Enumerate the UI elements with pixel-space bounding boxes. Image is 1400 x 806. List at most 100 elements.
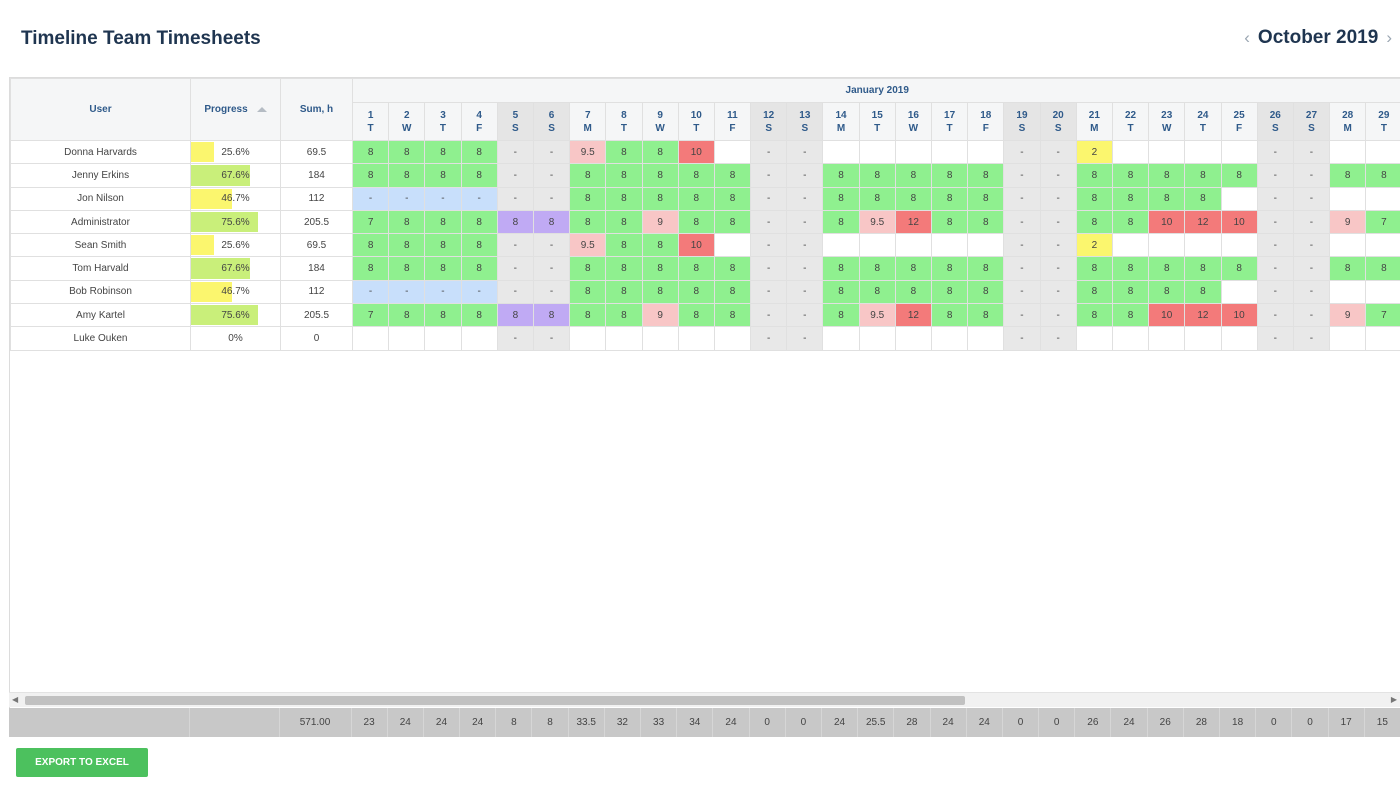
- day-hours-cell[interactable]: [713, 139, 752, 165]
- day-hours-cell[interactable]: 8: [1148, 163, 1186, 188]
- day-hours-cell[interactable]: 8: [424, 209, 462, 235]
- day-hours-cell[interactable]: 7: [351, 209, 390, 235]
- day-hours-cell[interactable]: [677, 326, 715, 351]
- day-hours-cell[interactable]: -: [750, 163, 788, 188]
- day-hours-cell[interactable]: -: [496, 139, 534, 165]
- user-name[interactable]: Administrator: [10, 209, 191, 235]
- day-hours-cell[interactable]: -: [496, 163, 534, 188]
- day-hours-cell[interactable]: 8: [641, 279, 679, 305]
- day-hours-cell[interactable]: -: [532, 326, 571, 351]
- table-row[interactable]: Jenny Erkins 67.6% 184 8 8 8 8- -8 8 8 8 8- -8 8 8 8 8- -…: [10, 163, 1400, 188]
- day-hours-cell[interactable]: 8: [822, 256, 860, 281]
- day-hours-cell[interactable]: 8: [1148, 279, 1186, 305]
- day-hours-cell[interactable]: 8: [460, 233, 498, 258]
- day-hours-cell[interactable]: [1220, 233, 1258, 258]
- day-hours-cell[interactable]: 8: [460, 209, 498, 235]
- day-hours-cell[interactable]: [1220, 186, 1258, 211]
- day-hours-cell[interactable]: 9.5: [569, 139, 607, 165]
- day-hours-cell[interactable]: 8: [858, 279, 896, 305]
- day-hours-cell[interactable]: 12: [894, 303, 933, 328]
- day-hours-cell[interactable]: 8: [1075, 186, 1113, 211]
- day-hours-cell[interactable]: 8: [1111, 163, 1150, 188]
- day-hours-cell[interactable]: 12: [894, 209, 933, 235]
- day-hours-cell[interactable]: [1329, 233, 1367, 258]
- day-hours-cell[interactable]: 8: [858, 256, 896, 281]
- scrollbar-thumb[interactable]: [25, 696, 965, 705]
- day-hours-cell[interactable]: 8: [641, 163, 679, 188]
- day-hours-cell[interactable]: 8: [1365, 256, 1400, 281]
- day-hours-cell[interactable]: 8: [967, 303, 1005, 328]
- day-hours-cell[interactable]: 8: [930, 163, 969, 188]
- day-hours-cell[interactable]: 8: [460, 303, 498, 328]
- day-hours-cell[interactable]: [930, 139, 969, 165]
- day-hours-cell[interactable]: 8: [713, 209, 752, 235]
- day-hours-cell[interactable]: 2: [1075, 233, 1113, 258]
- user-name[interactable]: Jon Nilson: [10, 186, 191, 211]
- day-hours-cell[interactable]: 8: [894, 279, 933, 305]
- day-hours-cell[interactable]: -: [532, 163, 571, 188]
- day-hours-cell[interactable]: 8: [460, 163, 498, 188]
- day-hours-cell[interactable]: 8: [1148, 186, 1186, 211]
- day-hours-cell[interactable]: 8: [1148, 256, 1186, 281]
- day-hours-cell[interactable]: [1220, 139, 1258, 165]
- day-hours-cell[interactable]: 8: [569, 303, 607, 328]
- day-hours-cell[interactable]: -: [1039, 326, 1077, 351]
- day-hours-cell[interactable]: 9: [641, 209, 679, 235]
- day-hours-cell[interactable]: -: [1003, 139, 1041, 165]
- day-hours-cell[interactable]: -: [532, 279, 571, 305]
- day-hours-cell[interactable]: 8: [424, 303, 462, 328]
- day-hours-cell[interactable]: 8: [930, 303, 969, 328]
- day-hours-cell[interactable]: 8: [1184, 256, 1222, 281]
- day-hours-cell[interactable]: [641, 326, 679, 351]
- day-hours-cell[interactable]: 8: [1075, 163, 1113, 188]
- day-hours-cell[interactable]: 8: [388, 209, 426, 235]
- day-hours-cell[interactable]: -: [388, 279, 426, 305]
- day-hours-cell[interactable]: -: [1292, 279, 1331, 305]
- day-hours-cell[interactable]: -: [1039, 186, 1077, 211]
- day-hours-cell[interactable]: [1111, 326, 1150, 351]
- user-name[interactable]: Amy Kartel: [10, 303, 191, 328]
- day-hours-cell[interactable]: 8: [1365, 163, 1400, 188]
- day-hours-cell[interactable]: [1111, 139, 1150, 165]
- day-hours-cell[interactable]: -: [1256, 326, 1294, 351]
- day-hours-cell[interactable]: 10: [677, 139, 715, 165]
- day-hours-cell[interactable]: 8: [713, 303, 752, 328]
- day-hours-cell[interactable]: 8: [605, 233, 643, 258]
- day-hours-cell[interactable]: 8: [677, 256, 715, 281]
- day-hours-cell[interactable]: -: [1256, 256, 1294, 281]
- day-hours-cell[interactable]: -: [1256, 303, 1294, 328]
- day-hours-cell[interactable]: 8: [532, 303, 571, 328]
- column-header-user[interactable]: User: [10, 78, 191, 141]
- day-hours-cell[interactable]: [388, 326, 426, 351]
- day-hours-cell[interactable]: 8: [388, 256, 426, 281]
- table-row[interactable]: Sean Smith 25.6% 69.5 8 8 8 8- -9.5 8 8 10- - - -2- -: [10, 233, 1400, 258]
- day-hours-cell[interactable]: 8: [1111, 303, 1150, 328]
- table-row[interactable]: Donna Harvards 25.6% 69.5 8 8 8 8- -9.5 8 8 10- - - -…: [10, 139, 1400, 165]
- day-hours-cell[interactable]: -: [351, 279, 390, 305]
- day-hours-cell[interactable]: 8: [388, 139, 426, 165]
- day-hours-cell[interactable]: 8: [605, 209, 643, 235]
- day-hours-cell[interactable]: 9: [641, 303, 679, 328]
- day-hours-cell[interactable]: [822, 139, 860, 165]
- day-hours-cell[interactable]: -: [424, 279, 462, 305]
- day-hours-cell[interactable]: 8: [967, 256, 1005, 281]
- day-hours-cell[interactable]: [1365, 279, 1400, 305]
- day-hours-cell[interactable]: 8: [424, 139, 462, 165]
- day-hours-cell[interactable]: 8: [532, 209, 571, 235]
- day-hours-cell[interactable]: 8: [388, 303, 426, 328]
- column-header-sum[interactable]: Sum, h: [280, 78, 353, 141]
- day-hours-cell[interactable]: 8: [822, 209, 860, 235]
- day-hours-cell[interactable]: -: [532, 256, 571, 281]
- day-hours-cell[interactable]: 8: [424, 233, 462, 258]
- day-hours-cell[interactable]: 8: [858, 186, 896, 211]
- day-hours-cell[interactable]: [1075, 326, 1113, 351]
- day-hours-cell[interactable]: [460, 326, 498, 351]
- day-hours-cell[interactable]: 8: [605, 279, 643, 305]
- day-hours-cell[interactable]: [1184, 326, 1222, 351]
- day-hours-cell[interactable]: 8: [460, 256, 498, 281]
- day-hours-cell[interactable]: 8: [677, 279, 715, 305]
- day-hours-cell[interactable]: 8: [713, 186, 752, 211]
- day-hours-cell[interactable]: -: [1039, 256, 1077, 281]
- day-hours-cell[interactable]: -: [1256, 279, 1294, 305]
- day-hours-cell[interactable]: -: [1292, 209, 1331, 235]
